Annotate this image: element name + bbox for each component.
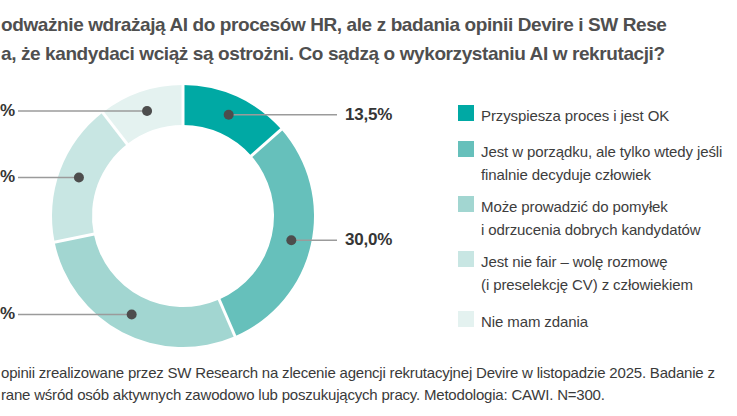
legend-label-line: Przyspiesza proces i jest OK <box>481 104 669 127</box>
legend-label: Nie mam zdania <box>481 310 588 333</box>
legend-item-3: Może prowadzić do pomyłeki odrzucenia do… <box>458 195 701 241</box>
footer-line-2: rane wśród osób aktywnych zawodowo lub p… <box>1 384 715 406</box>
legend-item-5: Nie mam zdania <box>458 310 588 333</box>
legend-label-line: Jest nie fair – wolę rozmowę <box>481 250 693 273</box>
legend-swatch <box>458 196 474 212</box>
legend-label-line: Może prowadzić do pomyłek <box>481 195 701 218</box>
footer-line-1: opinii zrealizowane przez SW Research na… <box>1 362 715 384</box>
legend-label-line: finalnie decyduje człowiek <box>481 163 722 186</box>
infographic-canvas: odważnie wdrażają AI do procesów HR, ale… <box>0 0 737 416</box>
legend-swatch <box>458 251 474 267</box>
legend-label-line: (i preselekcję CV) z człowiekiem <box>481 273 693 296</box>
legend-swatch <box>458 311 474 327</box>
legend-label: Jest nie fair – wolę rozmowę(i preselekc… <box>481 250 693 296</box>
legend-item-1: Przyspiesza proces i jest OK <box>458 104 669 127</box>
legend-swatch <box>458 141 474 157</box>
legend-label-line: Jest w porządku, ale tylko wtedy jeśli <box>481 140 722 163</box>
legend-label-line: i odrzucenia dobrych kandydatów <box>481 218 701 241</box>
legend: Przyspiesza proces i jest OK Jest w porzą… <box>0 0 737 416</box>
legend-item-2: Jest w porządku, ale tylko wtedy jeślifi… <box>458 140 722 186</box>
legend-swatch <box>458 105 474 121</box>
legend-label-line: Nie mam zdania <box>481 310 588 333</box>
legend-label: Może prowadzić do pomyłeki odrzucenia do… <box>481 195 701 241</box>
legend-item-4: Jest nie fair – wolę rozmowę(i preselekc… <box>458 250 693 296</box>
footer-note: opinii zrealizowane przez SW Research na… <box>1 362 715 406</box>
legend-label: Jest w porządku, ale tylko wtedy jeślifi… <box>481 140 722 186</box>
legend-label: Przyspiesza proces i jest OK <box>481 104 669 127</box>
